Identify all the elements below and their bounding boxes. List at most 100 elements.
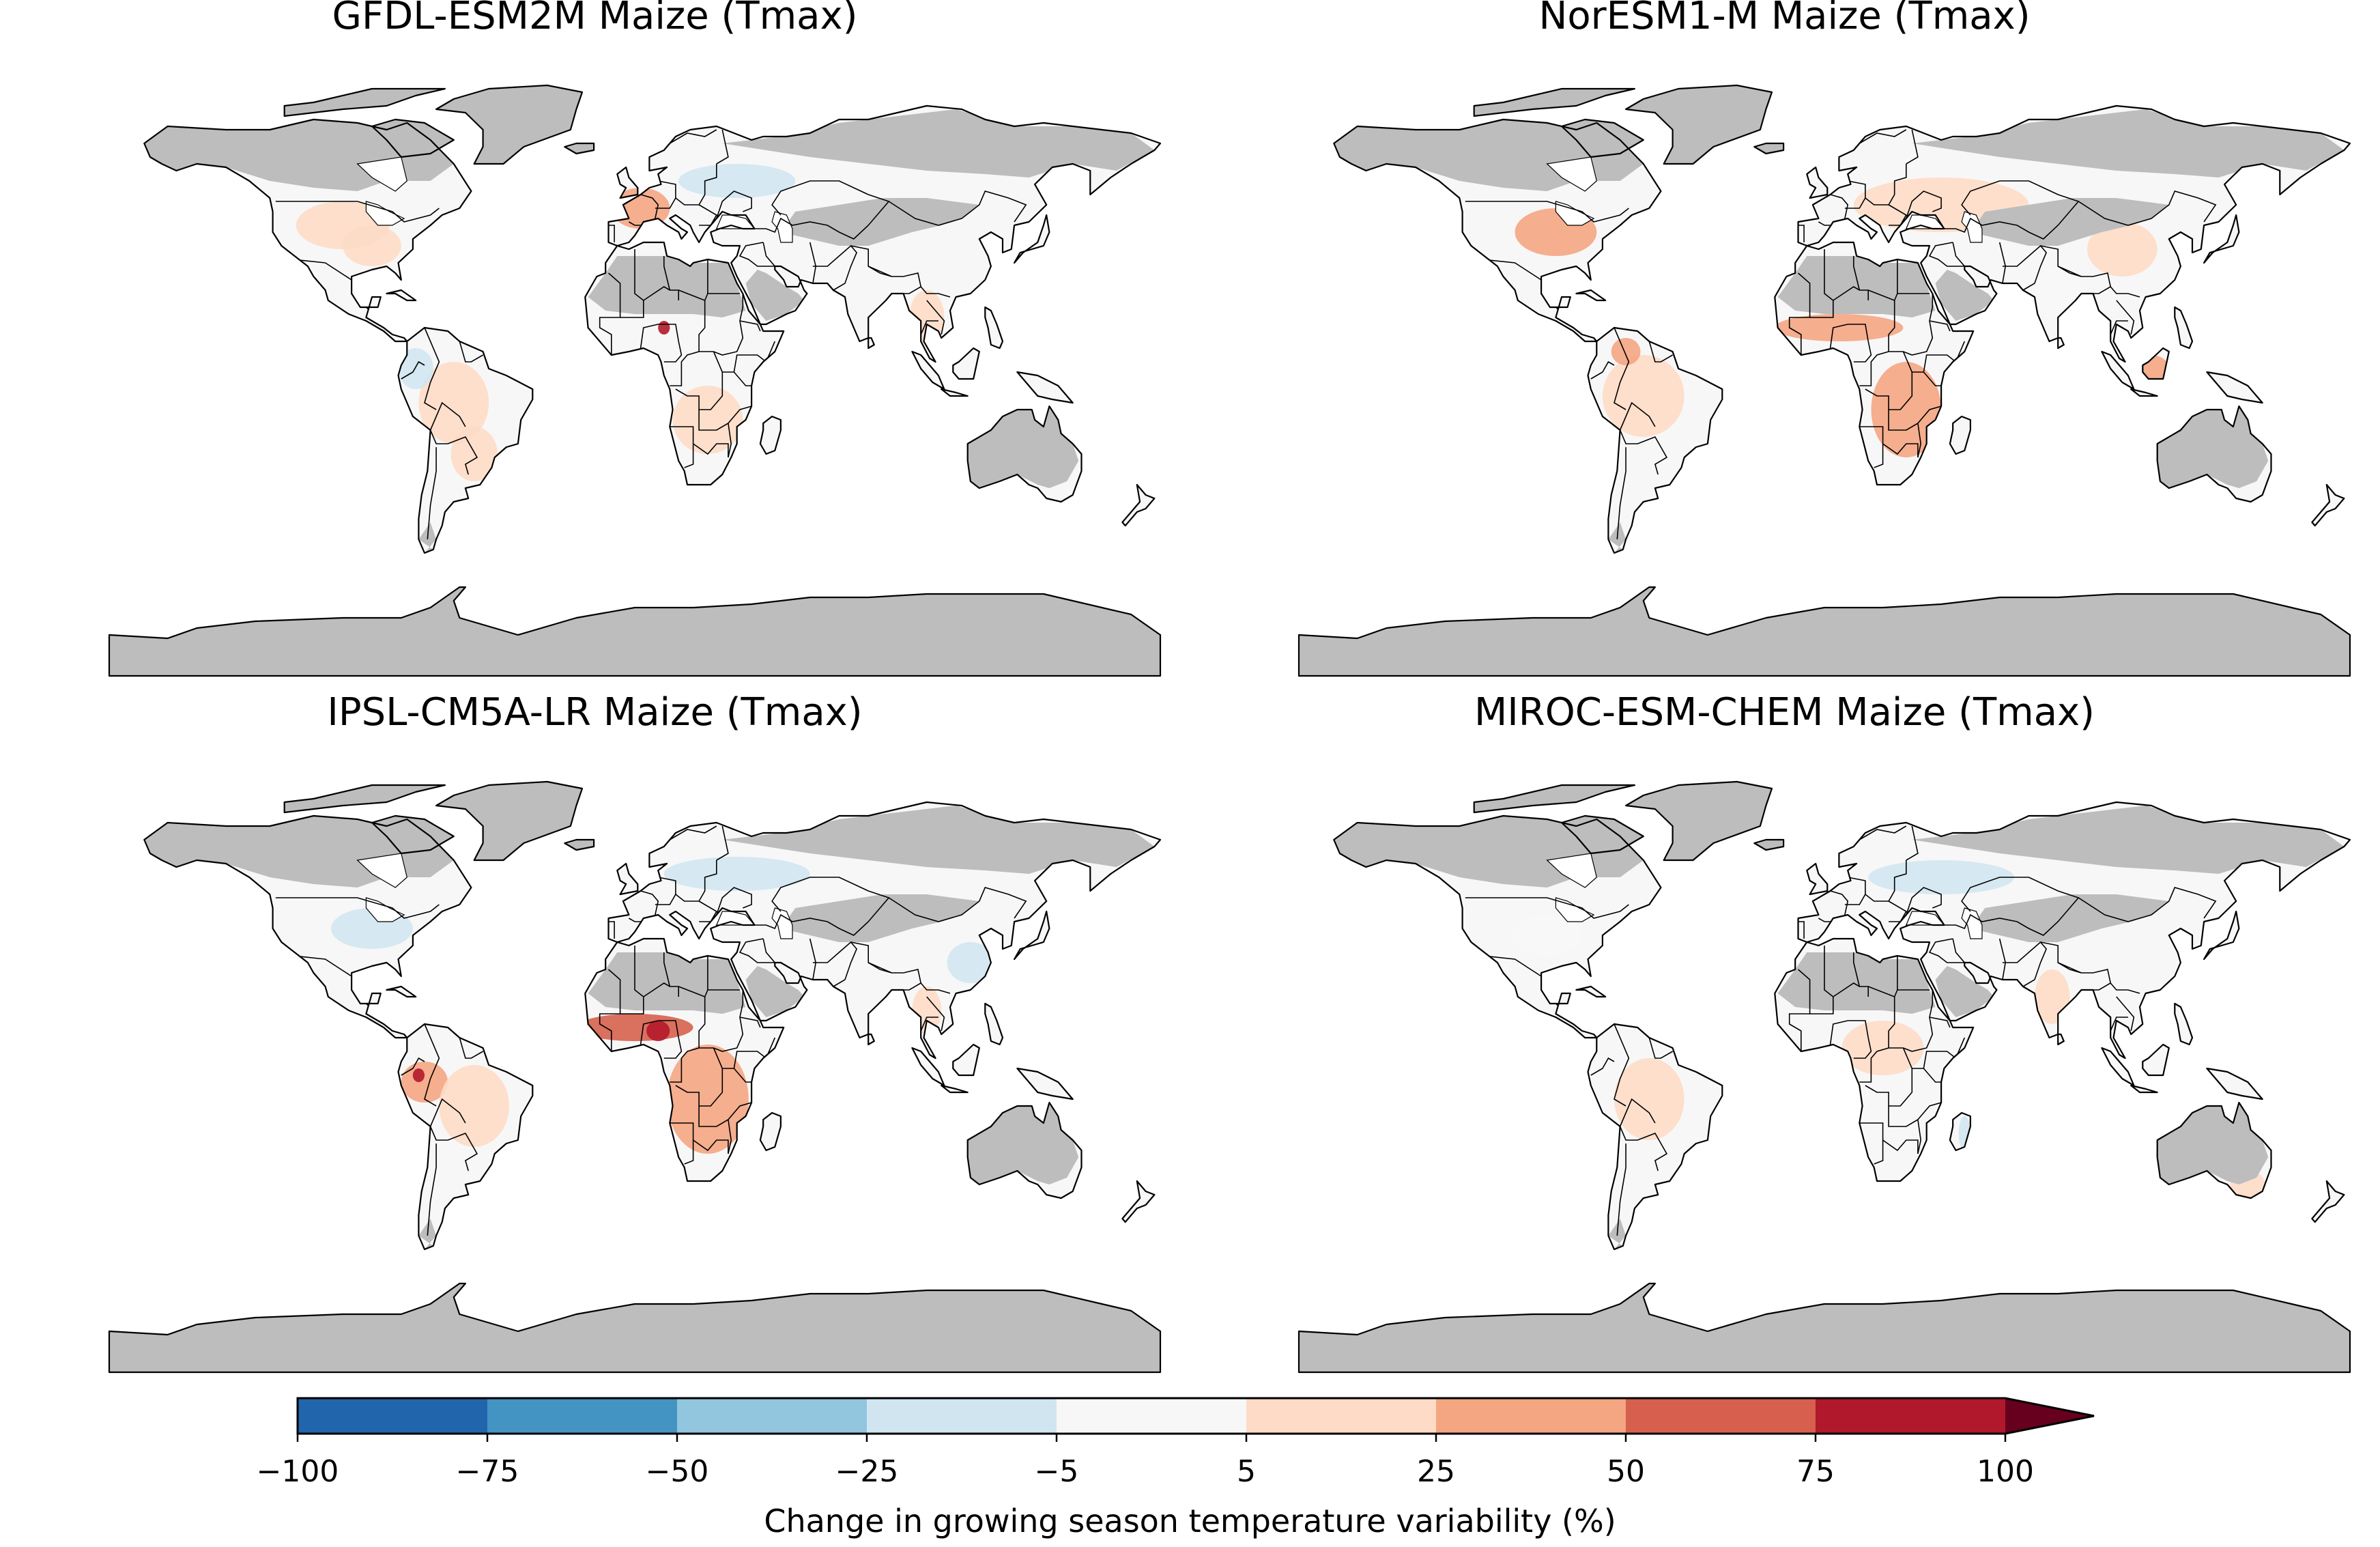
border — [655, 197, 676, 209]
colorbar-segment — [677, 1398, 868, 1434]
border — [1912, 371, 1942, 386]
land-philippines — [985, 307, 1003, 348]
coastline — [143, 814, 472, 1039]
panel-title: NorESM1-M Maize (Tmax) — [1538, 0, 2031, 38]
coastline — [941, 388, 969, 397]
land-madagascar — [760, 1113, 781, 1150]
coastline — [1806, 166, 1829, 199]
land-newZealand — [1122, 485, 1155, 526]
world-map — [1297, 84, 2351, 677]
border — [888, 190, 1027, 226]
border — [275, 897, 440, 919]
colorbar-label: Change in growing season temperature var… — [764, 1503, 1616, 1539]
border — [1619, 429, 1668, 475]
border — [599, 272, 621, 355]
variability-patch — [1775, 314, 1904, 341]
coastline — [1473, 784, 1635, 814]
variability-patch — [576, 1014, 693, 1041]
coastline — [952, 347, 980, 380]
no-crop-region — [1777, 256, 1936, 317]
border — [634, 249, 644, 301]
land-sumatra — [912, 352, 945, 389]
border — [1616, 447, 1626, 540]
variability-patch — [909, 290, 945, 345]
land-sumatra — [912, 1048, 945, 1085]
coastline — [108, 586, 1162, 677]
panel-ipsl-cm5a-lr: IPSL-CM5A-LR Maize (Tmax) — [0, 691, 1190, 1393]
coastline — [283, 87, 446, 117]
coastline — [397, 326, 534, 554]
border — [1590, 1057, 1615, 1076]
border — [1788, 272, 1811, 355]
border — [401, 1057, 425, 1076]
no-crop-region — [1299, 1283, 2350, 1372]
border — [888, 887, 1027, 922]
border — [1824, 249, 1834, 301]
lake — [1555, 897, 1595, 922]
border — [920, 982, 951, 994]
border — [1859, 1047, 1889, 1083]
border — [1859, 129, 1907, 144]
coastline — [371, 814, 455, 855]
no-crop-region — [967, 406, 1079, 488]
lake — [365, 201, 405, 226]
variability-patch — [1868, 860, 2014, 894]
border — [669, 825, 717, 840]
coastline — [1587, 326, 1723, 554]
border — [608, 225, 615, 242]
land-newGuinea — [2207, 372, 2263, 403]
variability-patch — [1614, 1058, 1684, 1140]
land-cuba — [1576, 987, 1606, 997]
border — [1906, 825, 1919, 861]
colorbar-tick-label: 25 — [1417, 1454, 1455, 1489]
border — [716, 825, 729, 861]
border — [728, 423, 732, 458]
border — [1830, 890, 1849, 916]
border — [1867, 289, 1934, 356]
border — [1798, 921, 1805, 939]
coastline — [2057, 1033, 2065, 1046]
coastline — [1949, 415, 1971, 455]
coastline — [371, 118, 455, 158]
panel-miroc-esm-chem: MIROC-ESM-CHEM Maize (Tmax) — [1190, 691, 2379, 1393]
inland-water — [1546, 156, 1983, 243]
coastline — [759, 1111, 782, 1152]
border — [1917, 423, 1922, 458]
border — [663, 952, 671, 987]
panel-title: MIROC-ESM-CHEM Maize (Tmax) — [1474, 690, 2095, 735]
border — [1809, 982, 1869, 1014]
coastline — [2206, 371, 2263, 404]
coastline — [952, 1043, 980, 1077]
coastline — [283, 784, 446, 814]
coastline — [564, 142, 595, 155]
border — [429, 1126, 478, 1172]
no-crop-regions — [1299, 85, 2350, 676]
lake — [1555, 201, 1595, 226]
border — [739, 938, 777, 963]
variability-patch — [412, 1068, 425, 1082]
no-crop-region — [1299, 587, 2350, 676]
coastline — [1560, 814, 1644, 855]
colorbar-segment — [298, 1398, 488, 1434]
border — [1844, 197, 1866, 209]
coastline — [2203, 910, 2240, 961]
border — [812, 941, 858, 987]
coastline — [1016, 1067, 1074, 1101]
variability-patch — [1512, 915, 1582, 956]
border — [1848, 164, 1907, 205]
coastline — [584, 241, 785, 486]
coastlines — [1297, 780, 2351, 1374]
coastline — [607, 801, 1162, 1060]
coastline — [2311, 483, 2345, 527]
border — [658, 164, 717, 205]
border — [722, 1068, 752, 1083]
border — [429, 401, 466, 431]
coastline — [2174, 1002, 2194, 1046]
coastline — [2130, 1084, 2158, 1094]
lake — [1546, 156, 1597, 192]
no-crop-region — [2157, 1103, 2269, 1184]
panel-noresm1-m: NorESM1-M Maize (Tmax) — [1190, 0, 2379, 696]
border — [634, 946, 644, 997]
no-crop-region — [1626, 782, 1772, 860]
border — [669, 129, 717, 144]
